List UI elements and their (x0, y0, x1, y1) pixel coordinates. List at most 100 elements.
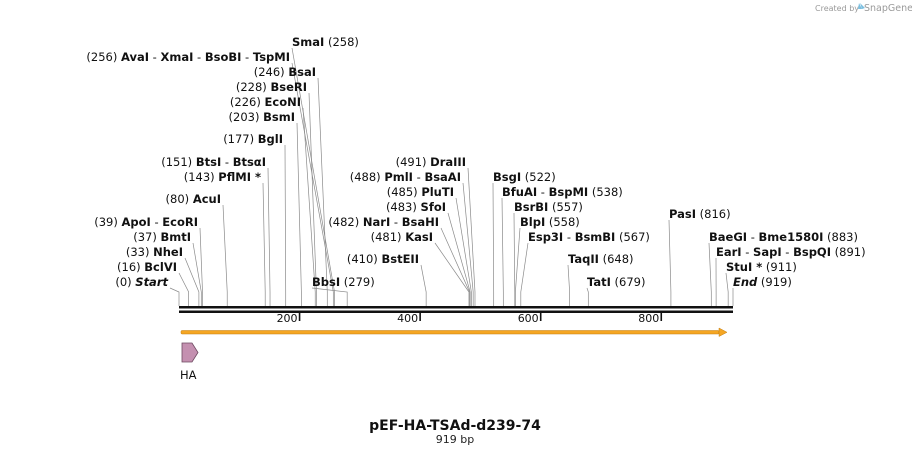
enzyme-pos-bbsi: (279) (340, 275, 375, 289)
leader-kasi (434, 242, 470, 306)
enzyme-pos-bfuai: (538) (588, 185, 623, 199)
leader-bgli (284, 144, 287, 306)
enzyme-name-end: End (733, 275, 758, 289)
enzyme-name-nari: NarI (363, 215, 390, 229)
enzyme-name-stui: StuI * (726, 260, 762, 274)
enzyme-name-blpi: BlpI (520, 215, 545, 229)
enzyme-label-taqii[interactable]: TaqII (648) (568, 252, 634, 266)
enzyme-label-baegi[interactable]: BaeGI - Bme1580I (883) (709, 230, 858, 244)
enzyme-separator: - (390, 215, 401, 229)
enzyme-name-tspmi: TspMI (253, 50, 290, 64)
leader-bbsi (311, 287, 348, 306)
leader-start (169, 287, 180, 306)
direction-arrow (180, 327, 728, 337)
enzyme-label-bfuai[interactable]: BfuAI - BspMI (538) (502, 185, 623, 199)
enzyme-label-end[interactable]: End (919) (733, 275, 792, 289)
enzyme-name-bsmi: BsmI (263, 110, 295, 124)
enzyme-name-nhei: NheI (153, 245, 183, 259)
leader-apoi (199, 227, 203, 306)
leader-pflmi (262, 182, 266, 306)
enzyme-name-bme1580i: Bme1580I (759, 230, 824, 244)
enzyme-label-draiii[interactable]: (491) DraIII (396, 155, 466, 169)
enzyme-pos-bsteii: (410) (347, 252, 382, 266)
leader-bsrbi (513, 212, 516, 306)
enzyme-name-bmti: BmtI (160, 230, 191, 244)
scale-ticks: 200 400 600 800 (277, 312, 663, 325)
enzyme-pos-start: (0) (115, 275, 135, 289)
enzyme-label-tati[interactable]: TatI (679) (587, 275, 646, 289)
enzyme-pos-smai: (258) (324, 35, 359, 49)
enzyme-name-xmai: XmaI (160, 50, 193, 64)
enzyme-label-sfoi[interactable]: (483) SfoI (386, 200, 446, 214)
enzyme-labels: (256) AvaI - XmaI - BsoBI - TspMI(246) B… (86, 35, 865, 289)
backbone-top-strand (179, 306, 733, 309)
enzyme-name-bts-i: BtsαI (233, 155, 266, 169)
leader-draiii (467, 167, 476, 306)
enzyme-label-esp3i[interactable]: Esp3I - BsmBI (567) (528, 230, 650, 244)
leader-avai (291, 62, 334, 306)
enzyme-label-stui[interactable]: StuI * (911) (726, 260, 797, 274)
enzyme-label-apoi[interactable]: (39) ApoI - EcoRI (94, 215, 198, 229)
enzyme-pos-pflmi: (143) (184, 170, 219, 184)
enzyme-label-bmti[interactable]: (37) BmtI (133, 230, 191, 244)
enzyme-label-econi[interactable]: (226) EcoNI (230, 95, 301, 109)
leader-sfoi (447, 212, 471, 306)
enzyme-separator: - (151, 215, 162, 229)
enzyme-label-bgli[interactable]: (177) BglI (223, 132, 283, 146)
credit-brand: SnapGene (864, 3, 912, 14)
enzyme-label-bsmi[interactable]: (203) BsmI (229, 110, 295, 124)
enzyme-label-btsi[interactable]: (151) BtsI - BtsαI (161, 155, 266, 169)
enzyme-pos-bsai: (246) (254, 65, 289, 79)
enzyme-label-avai[interactable]: (256) AvaI - XmaI - BsoBI - TspMI (86, 50, 290, 64)
leader-esp3i (520, 242, 529, 306)
enzyme-label-nari[interactable]: (482) NarI - BsaHI (328, 215, 439, 229)
enzyme-label-bseri[interactable]: (228) BseRI (236, 80, 307, 94)
tick-label-200: 200 (277, 312, 298, 325)
enzyme-separator: - (149, 50, 160, 64)
enzyme-name-bsrbi: BsrBI (514, 200, 548, 214)
enzyme-label-pmli[interactable]: (488) PmlI - BsaAI (350, 170, 461, 184)
enzyme-name-bbsi: BbsI (312, 275, 340, 289)
enzyme-label-nhei[interactable]: (33) NheI (126, 245, 183, 259)
tick-label-400: 400 (397, 312, 418, 325)
enzyme-pos-avai: (256) (86, 50, 121, 64)
enzyme-label-bsgi[interactable]: BsgI (522) (493, 170, 556, 184)
enzyme-name-esp3i: Esp3I (528, 230, 563, 244)
enzyme-label-bsrbi[interactable]: BsrBI (557) (514, 200, 583, 214)
enzyme-separator: - (537, 185, 548, 199)
enzyme-pos-bclvi: (16) (117, 260, 144, 274)
enzyme-label-bbsi[interactable]: BbsI (279) (312, 275, 375, 289)
backbone-bottom-strand (179, 310, 733, 313)
enzyme-name-bsmbi: BsmBI (575, 230, 616, 244)
enzyme-label-bsteii[interactable]: (410) BstEII (347, 252, 419, 266)
enzyme-name-smai: SmaI (292, 35, 324, 49)
enzyme-label-pasi[interactable]: PasI (816) (669, 207, 731, 221)
feature-ha-arrow[interactable] (181, 342, 199, 363)
leader-pmli (462, 182, 474, 306)
feature-ha[interactable]: HA (180, 342, 199, 382)
leader-acui (222, 204, 228, 306)
leader-pasi (668, 219, 672, 306)
enzyme-label-pflmi[interactable]: (143) PflMI * (184, 170, 261, 184)
enzyme-label-blpi[interactable]: BlpI (558) (520, 215, 580, 229)
leader-bsai (317, 77, 328, 306)
enzyme-pos-end: (919) (757, 275, 792, 289)
enzyme-label-smai[interactable]: SmaI (258) (292, 35, 359, 49)
enzyme-label-kasi[interactable]: (481) KasI (371, 230, 433, 244)
enzyme-name-btsi: BtsI (196, 155, 221, 169)
enzyme-label-pluti[interactable]: (485) PluTI (387, 185, 454, 199)
enzyme-label-acui[interactable]: (80) AcuI (166, 192, 221, 206)
enzyme-label-eari[interactable]: EarI - SapI - BspQI (891) (716, 245, 866, 259)
leader-lines (169, 47, 734, 306)
enzyme-label-bsai[interactable]: (246) BsaI (254, 65, 316, 79)
enzyme-label-bclvi[interactable]: (16) BclVI (117, 260, 177, 274)
enzyme-pos-stui: (911) (762, 260, 797, 274)
enzyme-separator: - (742, 245, 753, 259)
leader-bclvi (178, 272, 189, 306)
enzyme-pos-esp3i: (567) (615, 230, 650, 244)
leader-taqii (567, 264, 570, 306)
direction-arrow-head (718, 327, 728, 337)
enzyme-label-start[interactable]: (0) Start (115, 275, 168, 289)
map-title: pEF-HA-TSAd-d239-74 (369, 418, 541, 434)
